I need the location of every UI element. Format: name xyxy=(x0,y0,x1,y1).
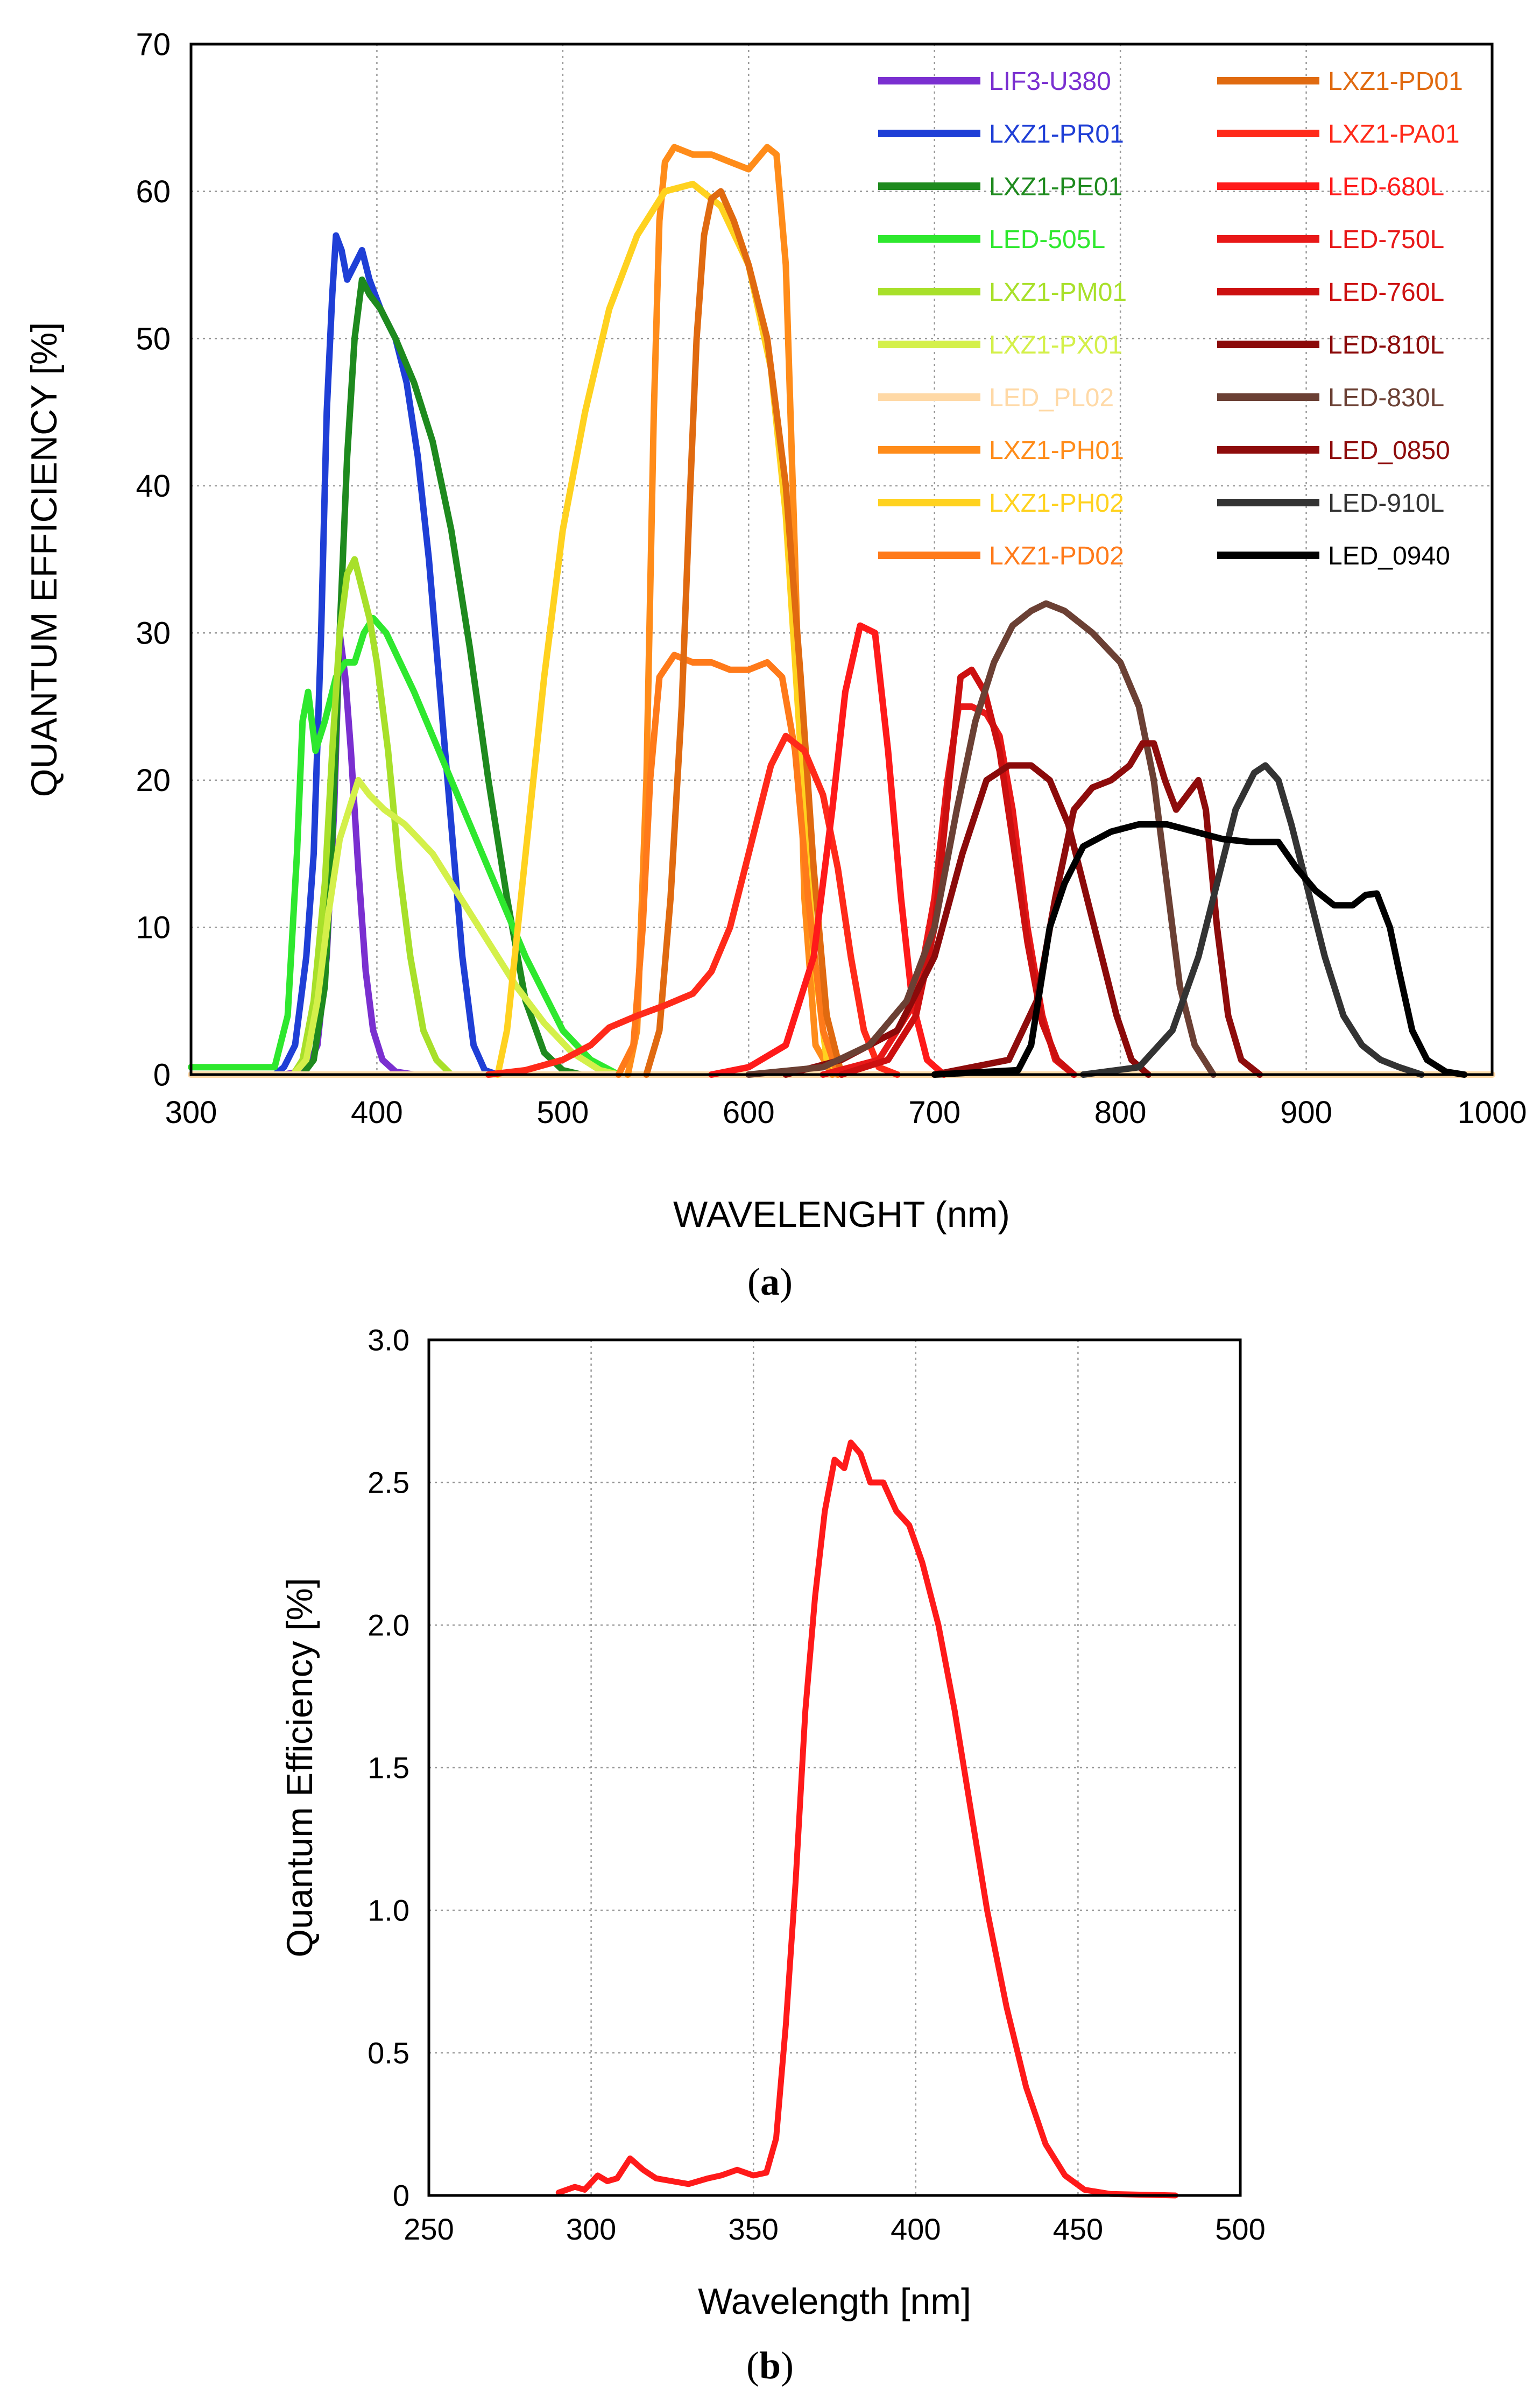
y-tick-label: 1.0 xyxy=(368,1894,409,1927)
y-tick-label: 0 xyxy=(153,1057,171,1092)
tick-labels-b: 250 300 350 400 450 500 0 0.5 1.0 1.5 2.0 2.5 3.0 xyxy=(368,1323,1266,2246)
x-tick-label: 500 xyxy=(1215,2212,1265,2246)
legend-label-lxz1-pr01: LXZ1-PR01 xyxy=(989,120,1124,149)
x-tick-label: 300 xyxy=(165,1095,217,1130)
y-tick-label: 20 xyxy=(136,763,171,798)
x-tick-label: 600 xyxy=(723,1095,775,1130)
x-tick-label: 300 xyxy=(566,2212,616,2246)
y-tick-label: 1.5 xyxy=(368,1751,409,1785)
chart-panel-b: 250 300 350 400 450 500 0 0.5 1.0 1.5 2.0 2.5 3.0 Wa… xyxy=(279,1323,1266,2387)
legend-label-lxz1-pa01: LXZ1-PA01 xyxy=(1328,120,1460,149)
legend-label-lxz1-pm01: LXZ1-PM01 xyxy=(989,278,1127,307)
series-line-lxz1-pr01 xyxy=(271,232,501,1078)
legend-label-led-760l: LED-760L xyxy=(1328,278,1444,307)
y-tick-label: 70 xyxy=(136,27,171,62)
legend-label-lxz1-pd01: LXZ1-PD01 xyxy=(1328,67,1463,96)
series-group-b xyxy=(555,1439,1178,2199)
series-group-a xyxy=(188,144,1495,1078)
legend-label-lxz1-pe01: LXZ1-PE01 xyxy=(989,173,1122,201)
y-tick-label: 40 xyxy=(136,469,171,504)
legend-label-led-680l: LED-680L xyxy=(1328,173,1444,201)
legend-label-lif3-u380: LIF3-U380 xyxy=(989,67,1111,96)
series-line-lxz1-pa01 xyxy=(485,732,901,1078)
series-line-led-505l xyxy=(188,615,622,1078)
panel-label-b: (b) xyxy=(746,2344,794,2387)
x-tick-label: 400 xyxy=(891,2212,941,2246)
y-tick-label: 2.5 xyxy=(368,1466,409,1500)
gridlines-b xyxy=(429,1340,1240,2195)
x-tick-label: 900 xyxy=(1280,1095,1332,1130)
x-tick-label: 1000 xyxy=(1457,1095,1527,1130)
y-axis-label-a: QUANTUM EFFICIENCY [%] xyxy=(24,322,65,797)
x-tick-label: 450 xyxy=(1053,2212,1103,2246)
series-line-series xyxy=(555,1439,1178,2199)
x-tick-label: 500 xyxy=(536,1095,589,1130)
legend-label-led-910l: LED-910L xyxy=(1328,489,1444,518)
y-tick-label: 30 xyxy=(136,616,171,651)
legend-label-lxz1-px01: LXZ1-PX01 xyxy=(989,331,1122,359)
series-line-lxz1-pd02 xyxy=(615,652,842,1078)
legend-label-lxz1-pd02: LXZ1-PD02 xyxy=(989,542,1124,570)
x-tick-label: 400 xyxy=(351,1095,403,1130)
x-tick-label: 700 xyxy=(908,1095,960,1130)
x-tick-label: 250 xyxy=(404,2212,454,2246)
plot-frame-b xyxy=(427,1338,1242,2197)
x-tick-label: 800 xyxy=(1094,1095,1147,1130)
panel-label-a: (a) xyxy=(747,1260,793,1303)
series-line-lxz1-ph02 xyxy=(495,180,845,1078)
legend-label-led-505l: LED-505L xyxy=(989,225,1105,254)
y-tick-label: 0 xyxy=(393,2179,409,2213)
plot-frame-a xyxy=(189,43,1494,1076)
x-tick-label: 350 xyxy=(728,2212,778,2246)
x-axis-label-b: Wavelength [nm] xyxy=(698,2281,971,2322)
y-tick-label: 60 xyxy=(136,174,171,209)
y-tick-label: 2.0 xyxy=(368,1608,409,1642)
series-line-lxz1-pd01 xyxy=(643,188,845,1078)
series-line-led-910l xyxy=(1080,762,1425,1078)
legend-label-lxz1-ph01: LXZ1-PH01 xyxy=(989,436,1124,465)
y-tick-label: 0.5 xyxy=(368,2036,409,2070)
legend-label-led-0940: LED_0940 xyxy=(1328,542,1450,570)
legend-label-led-0850: LED_0850 xyxy=(1328,436,1450,465)
legend-label-led-pl02: LED_PL02 xyxy=(989,384,1114,412)
series-line-lxz1-pe01 xyxy=(299,276,585,1078)
y-tick-label: 3.0 xyxy=(368,1323,409,1357)
legend-label-led-810l: LED-810L xyxy=(1328,331,1444,359)
legend-label-lxz1-ph02: LXZ1-PH02 xyxy=(989,489,1124,518)
tick-labels-a: 300 400 500 600 700 800 900 1000 0 10 20 30 40 50 60 70 xyxy=(136,27,1527,1130)
x-axis-label-a: WAVELENGHT (nm) xyxy=(673,1194,1010,1235)
legend-label-led-830l: LED-830L xyxy=(1328,384,1444,412)
series-line-lxz1-px01 xyxy=(290,776,622,1078)
plot-area-a xyxy=(191,44,1492,1075)
y-axis-label-b: Quantum Efficiency [%] xyxy=(279,1578,320,1958)
y-tick-label: 50 xyxy=(136,321,171,356)
chart-panel-a: 300 400 500 600 700 800 900 1000 0 10 20 30 40 50 60 70… xyxy=(24,27,1527,1303)
series-line-led-810l xyxy=(782,762,1152,1078)
y-tick-label: 10 xyxy=(136,910,171,945)
series-line-led-0940 xyxy=(931,821,1468,1078)
series-line-led-830l xyxy=(745,600,1217,1078)
legend-a: LIF3-U380 LXZ1-PR01 LXZ1-PE01 LED-505L LXZ1-… xyxy=(878,67,1463,570)
legend-label-led-750l: LED-750L xyxy=(1328,225,1444,254)
series-line-led-0850 xyxy=(931,740,1263,1078)
series-line-lxz1-pm01 xyxy=(290,556,455,1078)
